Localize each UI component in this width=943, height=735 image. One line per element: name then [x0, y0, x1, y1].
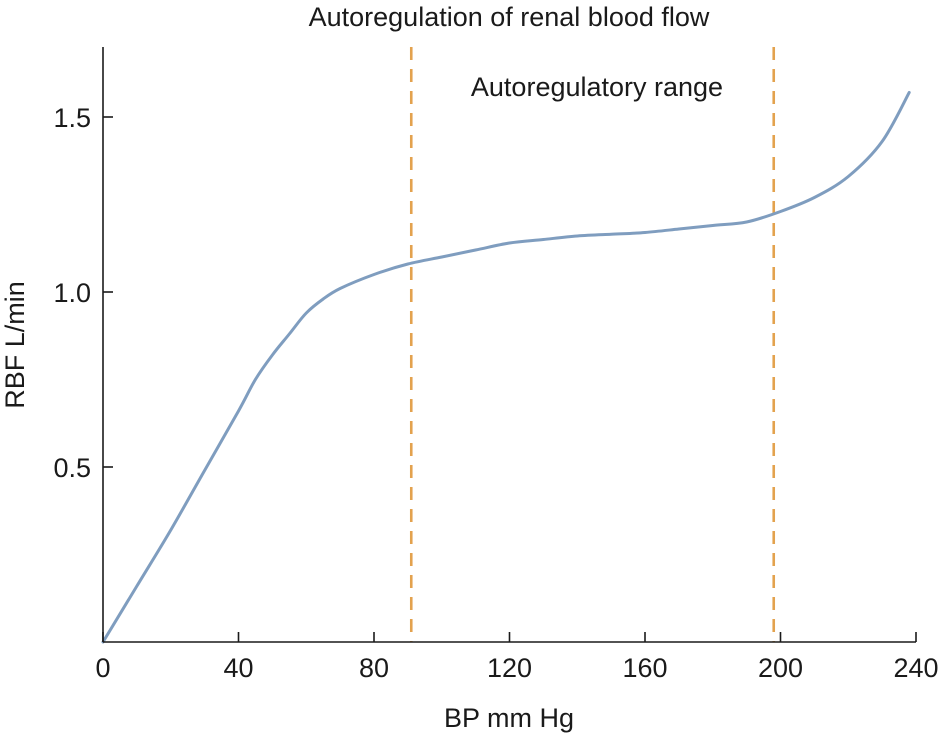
x-axis-ticks: 0 40 80 120 160 200 240 [95, 632, 939, 683]
x-tick-label: 0 [95, 653, 110, 683]
x-tick-label: 160 [622, 653, 667, 683]
x-tick-label: 80 [359, 653, 389, 683]
x-tick-label: 200 [758, 653, 803, 683]
y-axis-title: RBF L/min [0, 281, 30, 409]
y-tick-label: 0.5 [53, 453, 91, 483]
y-axis-ticks: 0.5 1.0 1.5 [53, 103, 113, 483]
x-axis-title: BP mm Hg [444, 703, 574, 733]
y-tick-label: 1.0 [53, 278, 91, 308]
x-tick-label: 120 [487, 653, 532, 683]
x-tick-label: 240 [893, 653, 938, 683]
rbf-curve [101, 91, 911, 644]
y-tick-label: 1.5 [53, 103, 91, 133]
chart-title: Autoregulation of renal blood flow [309, 2, 710, 32]
plot-area [101, 47, 911, 644]
autoregulatory-range-annotation: Autoregulatory range [471, 72, 723, 102]
x-tick-label: 40 [223, 653, 253, 683]
